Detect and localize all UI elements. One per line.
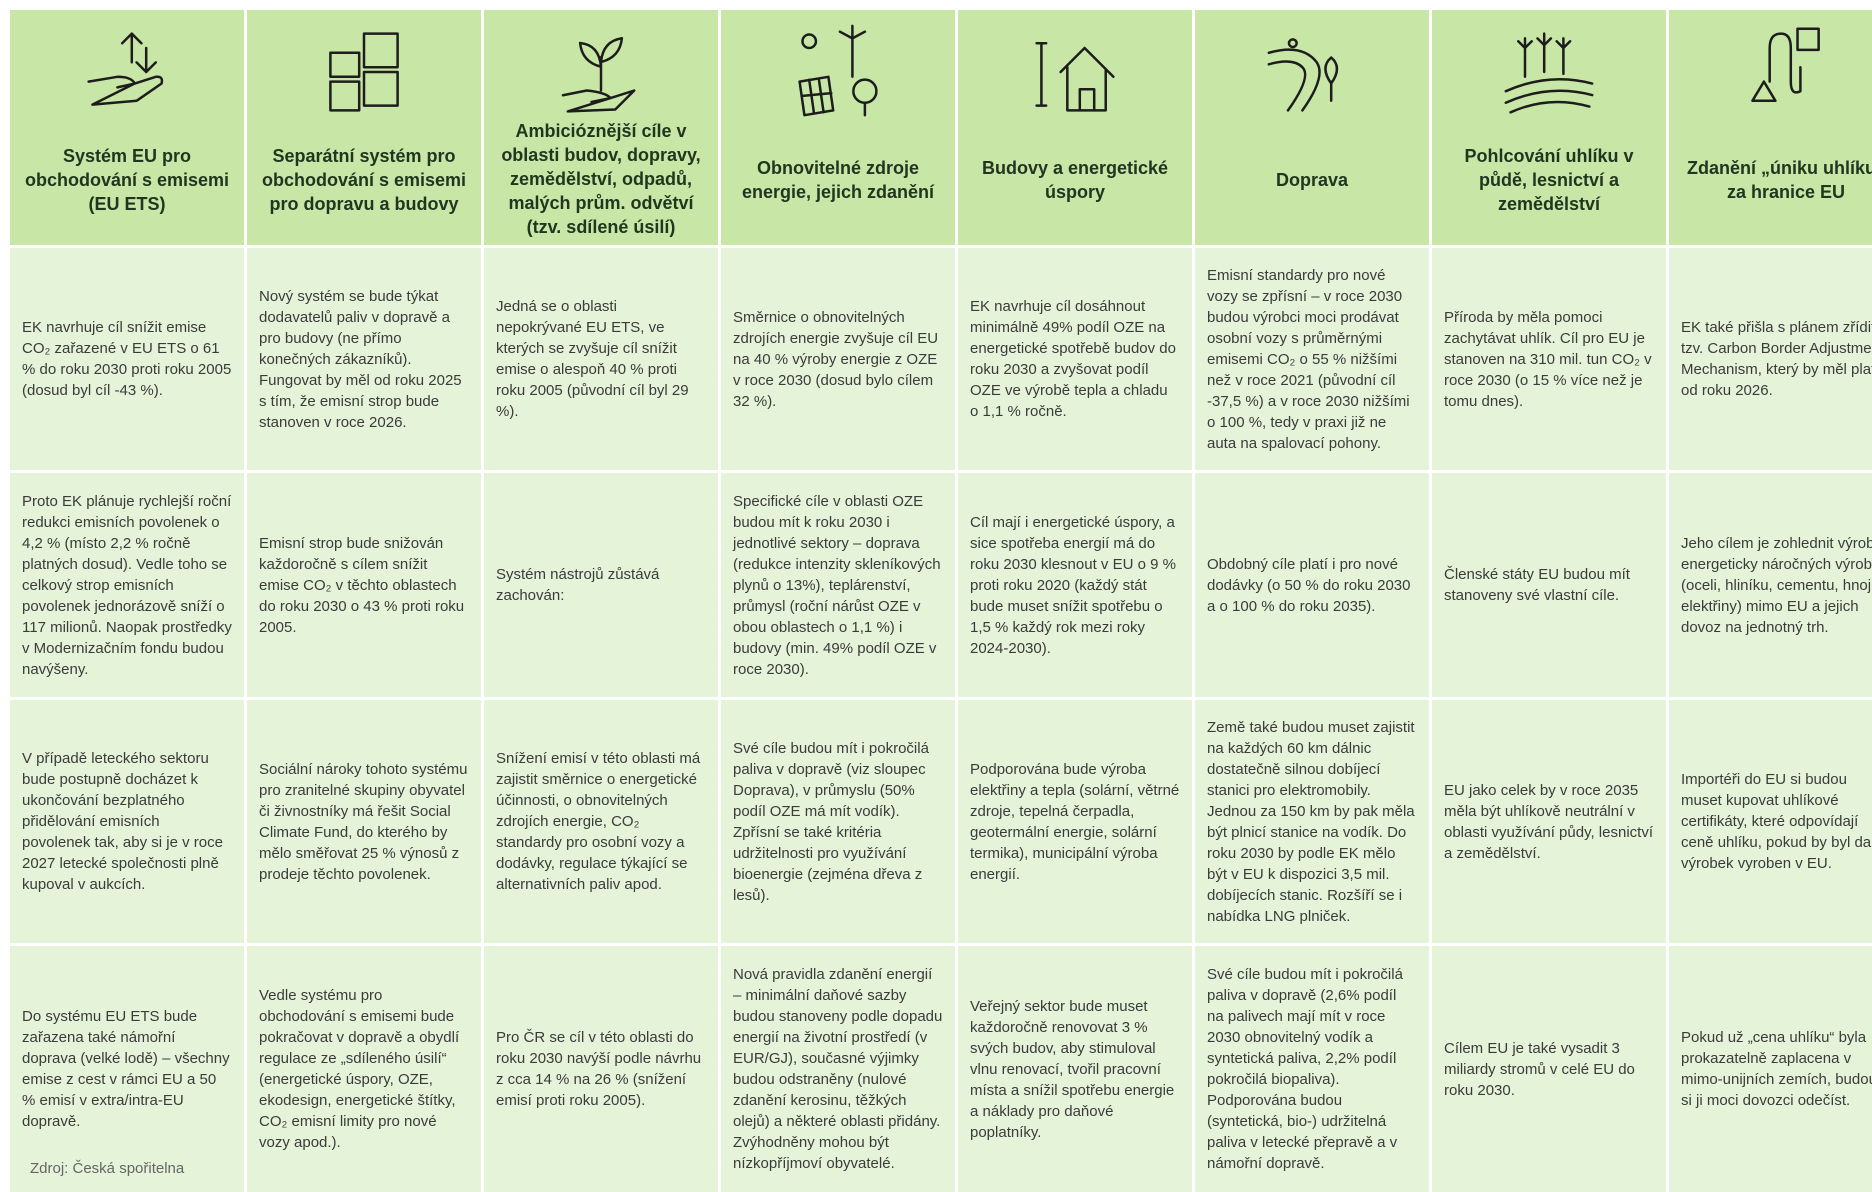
- table-cell: Proto EK plánuje rychlejší roční redukci…: [10, 473, 244, 697]
- column-title: Systém EU pro obchodování s emisemi (EU …: [24, 145, 230, 214]
- table-cell: Veřejný sektor bude muset každoročně ren…: [958, 946, 1192, 1192]
- table-cell: Podporována bude výroba elektřiny a tepl…: [958, 700, 1192, 943]
- table: Systém EU pro obchodování s emisemi (EU …: [10, 10, 1872, 1192]
- header-cell: Pohlcování uhlíku v půdě, lesnictví a ze…: [1432, 10, 1666, 245]
- table-cell: Směrnice o obnovitelných zdrojích energi…: [721, 248, 955, 470]
- table-cell: Pokud už „cena uhlíku“ byla prokazatelně…: [1669, 946, 1872, 1192]
- header-cell: Budovy a energetické úspory: [958, 10, 1192, 245]
- table-cell: Vedle systému pro obchodování s emisemi …: [247, 946, 481, 1192]
- table-cell: Jedná se o oblasti nepokrývané EU ETS, v…: [484, 248, 718, 470]
- icon: [87, 32, 164, 106]
- table-cell: Nový systém se bude týkat dodavatelů pal…: [247, 248, 481, 470]
- header-cell: Obnovitelné zdroje energie, jejich zdaně…: [721, 10, 955, 245]
- table-cell: Obdobný cíle platí i pro nové dodávky (o…: [1195, 473, 1429, 697]
- table-cell: Do systému EU ETS bude zařazena také nám…: [10, 946, 244, 1192]
- table-cell: Emisní strop bude snižován každoročně s …: [247, 473, 481, 697]
- column-title: Ambicióznější cíle v oblasti budov, dopr…: [501, 121, 701, 237]
- table-cell: EK navrhuje cíl dosáhnout minimálně 49% …: [958, 248, 1192, 470]
- table-cell: Systém nástrojů zůstává zachován:: [484, 473, 718, 697]
- header-cell: Systém EU pro obchodování s emisemi (EU …: [10, 10, 244, 245]
- source-note: Zdroj: Česká spořitelna: [30, 1160, 185, 1177]
- column-title: Budovy a energetické úspory: [981, 157, 1169, 202]
- table-cell: Importéři do EU si budou muset kupovat u…: [1669, 700, 1872, 943]
- table-cell: Země také budou muset zajistit na každýc…: [1195, 700, 1429, 943]
- table-cell: Nová pravidla zdanění energií – minimáln…: [721, 946, 955, 1192]
- icon: [561, 37, 636, 113]
- header-cell: Separátní systém pro obchodování s emise…: [247, 10, 481, 245]
- column-title: Obnovitelné zdroje energie, jejich zdaně…: [741, 157, 935, 202]
- column-title: Zdanění „úniku uhlíku“ za hranice EU: [1687, 157, 1872, 202]
- column-title: Doprava: [1275, 169, 1349, 190]
- header-cell: Ambicióznější cíle v oblasti budov, dopr…: [484, 10, 718, 245]
- icon: [1035, 41, 1115, 112]
- table-cell: Členské státy EU budou mít stanoveny své…: [1432, 473, 1666, 697]
- table-cell: EK navrhuje cíl snížit emise CO₂ zařazen…: [10, 248, 244, 470]
- table-cell: Emisní standardy pro nové vozy se zpřísn…: [1195, 248, 1429, 470]
- column-title: Separátní systém pro obchodování s emise…: [261, 145, 467, 214]
- header-cell: Doprava: [1195, 10, 1429, 245]
- table-cell: Cílem EU je také vysadit 3 miliardy stro…: [1432, 946, 1666, 1192]
- table-cell: Cíl mají i energetické úspory, a sice sp…: [958, 473, 1192, 697]
- table-cell: Své cíle budou mít i pokročilá paliva v …: [1195, 946, 1429, 1192]
- icon: [1504, 32, 1594, 114]
- table-cell: Pro ČR se cíl v této oblasti do roku 203…: [484, 946, 718, 1192]
- table-cell: EU jako celek by v roce 2035 měla být uh…: [1432, 700, 1666, 943]
- table-cell: Své cíle budou mít i pokročilá paliva v …: [721, 700, 955, 943]
- column-title: Pohlcování uhlíku v půdě, lesnictví a ze…: [1464, 145, 1634, 214]
- table-cell: EK také přišla s plánem zřídit tzv. Carb…: [1669, 248, 1872, 470]
- header-cell: Zdanění „úniku uhlíku“ za hranice EU: [1669, 10, 1872, 245]
- icon: [798, 24, 878, 117]
- table-cell: Snížení emisí v této oblasti má zajistit…: [484, 700, 718, 943]
- icon: [1751, 27, 1820, 103]
- table-cell: Příroda by měla pomoci zachytávat uhlík.…: [1432, 248, 1666, 470]
- icon: [1267, 38, 1339, 112]
- icon: [329, 32, 399, 112]
- table-cell: Specifické cíle v oblasti OZE budou mít …: [721, 473, 955, 697]
- table-cell: V případě leteckého sektoru bude postupn…: [10, 700, 244, 943]
- table-cell: Sociální nároky tohoto systému pro zrani…: [247, 700, 481, 943]
- table-cell: Jeho cílem je zohlednit výrobu energetic…: [1669, 473, 1872, 697]
